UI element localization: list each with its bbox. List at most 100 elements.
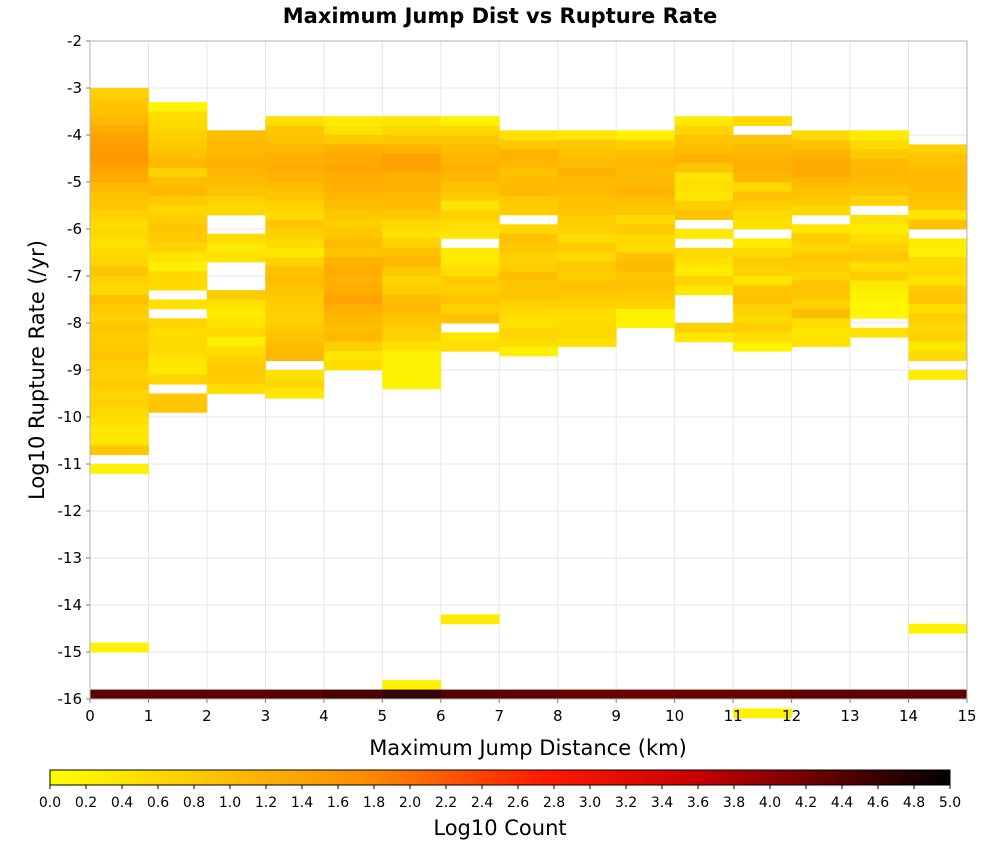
heatmap-cell (908, 191, 968, 202)
heatmap-cell (206, 139, 266, 150)
heatmap-cell (791, 327, 851, 338)
heatmap-cell (499, 233, 559, 244)
heatmap-cell (850, 299, 909, 310)
heatmap-cell (733, 200, 792, 211)
heatmap-cell (440, 304, 500, 314)
heatmap-cell (148, 233, 208, 244)
heatmap-cell (791, 299, 851, 310)
heatmap-cell (908, 623, 968, 634)
heatmap-cell (148, 252, 208, 263)
heatmap-cell (557, 327, 617, 338)
heatmap-cell (850, 252, 909, 263)
heatmap-cell (323, 200, 383, 211)
heatmap-cell (791, 139, 851, 150)
heatmap-cell (148, 271, 208, 282)
heatmap-cell (90, 445, 149, 455)
heatmap-cell (791, 243, 851, 253)
heatmap-cell (908, 294, 968, 305)
heatmap-cell (382, 210, 442, 220)
heatmap-cell (850, 224, 909, 235)
heatmap-cell (90, 88, 149, 98)
heatmap-cell (791, 130, 851, 141)
heatmap-cell (265, 332, 325, 343)
heatmap-cell (206, 299, 266, 310)
heatmap-cell (440, 200, 500, 211)
heatmap-cell (557, 299, 617, 310)
heatmap-cell (850, 308, 909, 319)
colorbar-tick-label: 2.0 (399, 795, 421, 811)
heatmap-cell (499, 224, 559, 235)
heatmap-cell (791, 689, 851, 700)
heatmap-cell (323, 135, 383, 145)
heatmap-cell (733, 210, 792, 220)
heatmap-cell (90, 182, 149, 192)
heatmap-cell (674, 257, 734, 267)
heatmap-cell (265, 341, 325, 352)
heatmap-cell (791, 149, 851, 159)
heatmap-cell (148, 149, 208, 159)
x-tick-label: 15 (957, 707, 976, 725)
heatmap-cell (499, 290, 559, 300)
heatmap-cell (265, 313, 325, 324)
heatmap-cell (90, 135, 149, 145)
heatmap-cell (733, 689, 792, 700)
heatmap-cell (323, 219, 383, 230)
heatmap-cell (850, 327, 909, 338)
heatmap-cell (733, 341, 792, 352)
heatmap-cell (440, 182, 500, 192)
heatmap-cell (616, 214, 676, 225)
heatmap-cell (90, 388, 149, 399)
heatmap-cell (148, 186, 208, 197)
heatmap-cell (90, 153, 149, 164)
heatmap-cell (850, 214, 909, 225)
heatmap-cell (382, 153, 442, 164)
heatmap-cell (791, 186, 851, 197)
heatmap-cell (674, 200, 734, 211)
colorbar-tick-label: 1.6 (327, 795, 349, 811)
colorbar-tick-label: 0.0 (39, 795, 61, 811)
heatmap-cell (90, 379, 149, 390)
heatmap-cell (499, 689, 559, 700)
heatmap-cell (499, 337, 559, 347)
heatmap-cell (557, 290, 617, 300)
heatmap-cell (90, 426, 149, 437)
heatmap-cell (440, 285, 500, 296)
heatmap-cell (616, 205, 676, 216)
heatmap-cell (148, 355, 208, 366)
heatmap-cell (323, 351, 383, 361)
heatmap-cell (557, 280, 617, 291)
heatmap-cell (148, 196, 208, 206)
heatmap-cell (850, 233, 909, 244)
heatmap-cell (499, 139, 559, 150)
heatmap-cell (616, 308, 676, 319)
heatmap-cell (499, 130, 559, 141)
heatmap-cell (323, 191, 383, 202)
heatmap-cell (148, 374, 208, 385)
heatmap-cell (206, 308, 266, 319)
heatmap-cell (148, 402, 208, 413)
heatmap-cell (616, 224, 676, 235)
heatmap-cell (908, 247, 968, 258)
heatmap-cell (90, 229, 149, 239)
colorbar-label: Log10 Count (433, 816, 566, 840)
heatmap-cell (323, 238, 383, 249)
colorbar-tick-label: 4.2 (795, 795, 817, 811)
x-tick-label: 6 (436, 707, 446, 725)
heatmap-cell (499, 327, 559, 338)
heatmap-cell (674, 266, 734, 277)
heatmap-cell (440, 294, 500, 305)
heatmap-cell (323, 229, 383, 239)
y-tick-label: -10 (58, 408, 83, 426)
heatmap-cell (90, 172, 149, 183)
heatmap-cell (90, 332, 149, 343)
heatmap-cell (265, 191, 325, 202)
heatmap-cell (265, 135, 325, 145)
heatmap-cell (908, 182, 968, 192)
heatmap-cell (440, 135, 500, 145)
heatmap-cell (440, 153, 500, 164)
heatmap-cell (382, 116, 442, 126)
x-tick-label: 10 (665, 707, 684, 725)
colorbar-ticks: 0.0 0.2 0.4 0.6 0.8 1.0 1.2 1.4 1.6 1.8 2.0 2.2 2.4 2… (39, 785, 961, 811)
